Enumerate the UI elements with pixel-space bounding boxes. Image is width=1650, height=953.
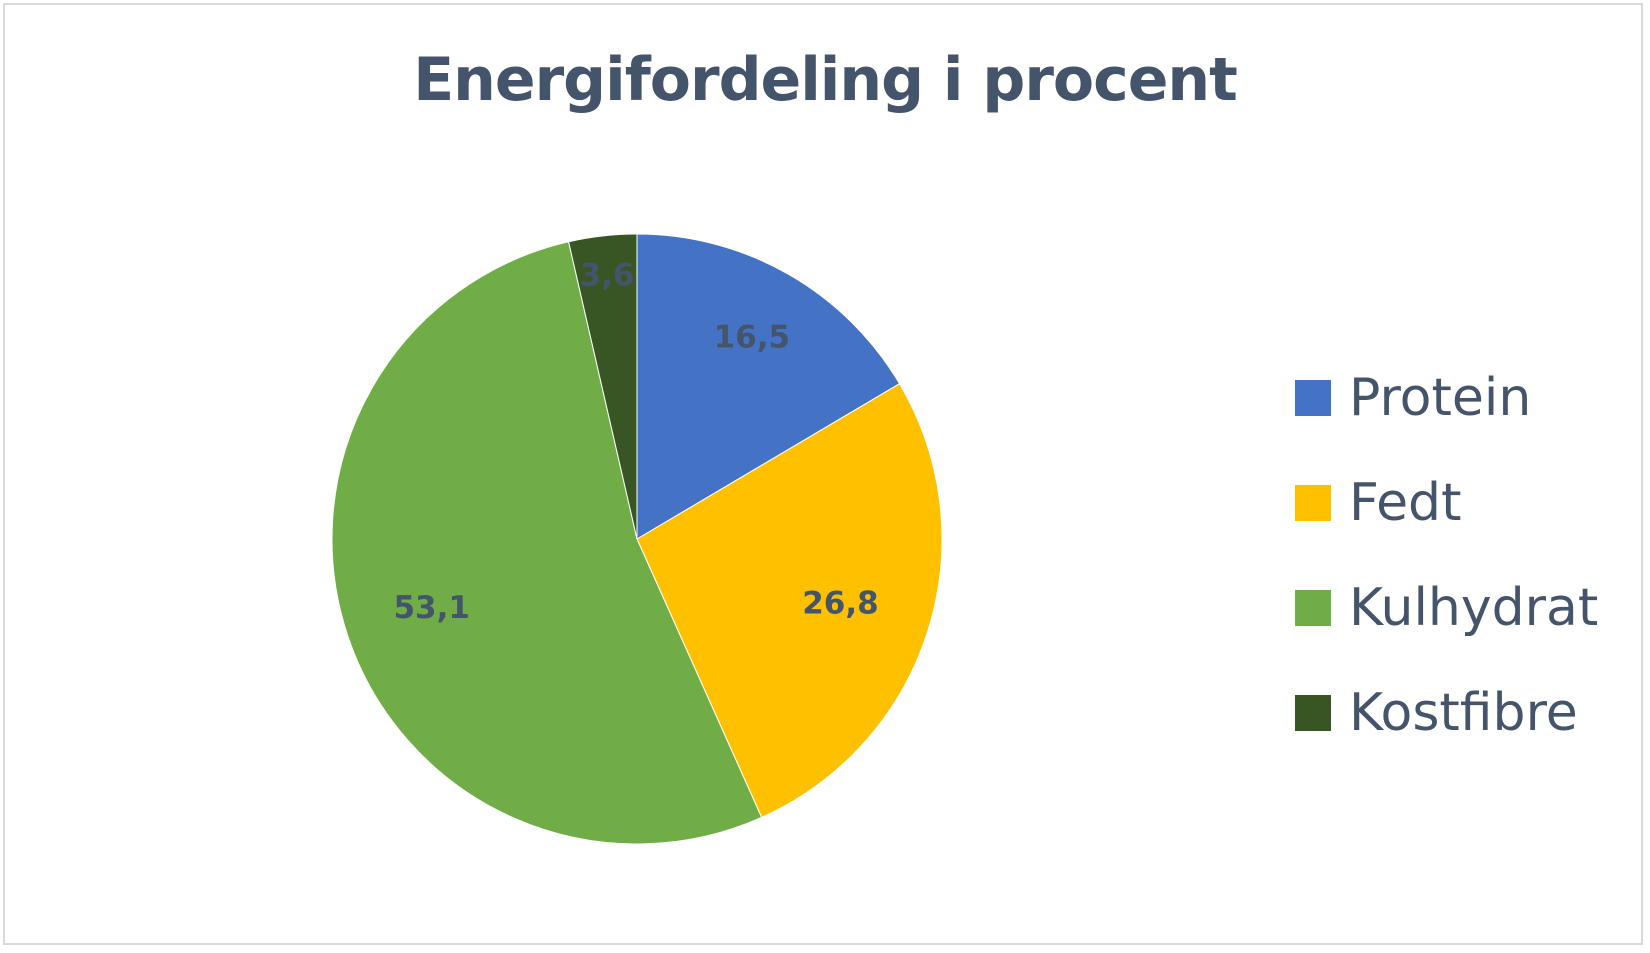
legend-swatch-kulhydrat bbox=[1295, 589, 1331, 626]
legend-item-fedt: Fedt bbox=[1295, 450, 1598, 555]
legend-item-kostfibre: Kostfibre bbox=[1295, 660, 1598, 765]
legend: Protein Fedt Kulhydrat Kostfibre bbox=[1295, 345, 1598, 765]
legend-label-kulhydrat: Kulhydrat bbox=[1349, 577, 1599, 638]
legend-swatch-kostfibre bbox=[1295, 694, 1331, 731]
legend-label-protein: Protein bbox=[1349, 367, 1532, 428]
legend-label-fedt: Fedt bbox=[1349, 472, 1462, 533]
data-label-protein: 16,5 bbox=[714, 320, 791, 356]
pie-slice-protein bbox=[636, 233, 901, 540]
legend-item-protein: Protein bbox=[1295, 345, 1598, 450]
data-label-fedt: 26,8 bbox=[802, 586, 879, 622]
chart-title: Energifordeling i procent bbox=[413, 45, 1238, 115]
legend-swatch-fedt bbox=[1295, 484, 1331, 521]
legend-swatch-protein bbox=[1295, 379, 1331, 416]
pie-slice-kulhydrat bbox=[331, 241, 763, 845]
legend-label-kostfibre: Kostfibre bbox=[1349, 682, 1578, 743]
data-label-kostfibre: 3,6 bbox=[580, 257, 635, 293]
legend-item-kulhydrat: Kulhydrat bbox=[1295, 555, 1598, 660]
pie-slice-kostfibre bbox=[567, 233, 638, 540]
data-label-kulhydrat: 53,1 bbox=[393, 590, 470, 626]
